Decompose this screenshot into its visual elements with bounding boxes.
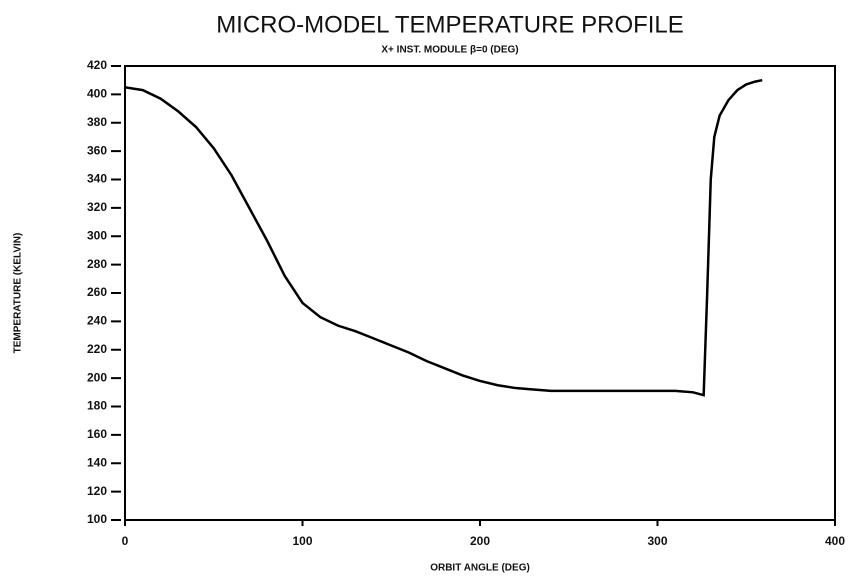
x-tick-label: 0 xyxy=(122,534,129,548)
y-tick-label: 300 xyxy=(87,228,107,242)
x-tick-label: 400 xyxy=(825,534,845,548)
y-tick-label: 360 xyxy=(87,143,107,157)
y-tick-label: 280 xyxy=(87,257,107,271)
x-tick-label: 200 xyxy=(470,534,490,548)
x-axis-label: ORBIT ANGLE (DEG) xyxy=(430,563,530,574)
x-tick-label: 100 xyxy=(292,534,312,548)
y-tick-label: 100 xyxy=(87,512,107,526)
y-tick-label: 180 xyxy=(87,399,107,413)
y-tick-label: 220 xyxy=(87,342,107,356)
chart-subtitle: X+ INST. MODULE β=0 (DEG) xyxy=(381,45,518,56)
chart-title: MICRO-MODEL TEMPERATURE PROFILE xyxy=(216,11,684,38)
y-tick-label: 200 xyxy=(87,370,107,384)
y-tick-label: 340 xyxy=(87,172,107,186)
y-tick-label: 400 xyxy=(87,87,107,101)
y-axis-label: TEMPERATURE (KELVIN) xyxy=(13,233,24,354)
x-tick-label: 300 xyxy=(647,534,667,548)
y-tick-label: 380 xyxy=(87,115,107,129)
y-tick-label: 420 xyxy=(87,58,107,72)
y-tick-label: 140 xyxy=(87,455,107,469)
y-tick-label: 120 xyxy=(87,484,107,498)
data-line xyxy=(124,78,763,397)
plot-frame xyxy=(124,65,836,521)
y-tick-label: 320 xyxy=(87,200,107,214)
y-tick-label: 160 xyxy=(87,427,107,441)
y-tick-label: 260 xyxy=(87,285,107,299)
y-tick-label: 240 xyxy=(87,314,107,328)
